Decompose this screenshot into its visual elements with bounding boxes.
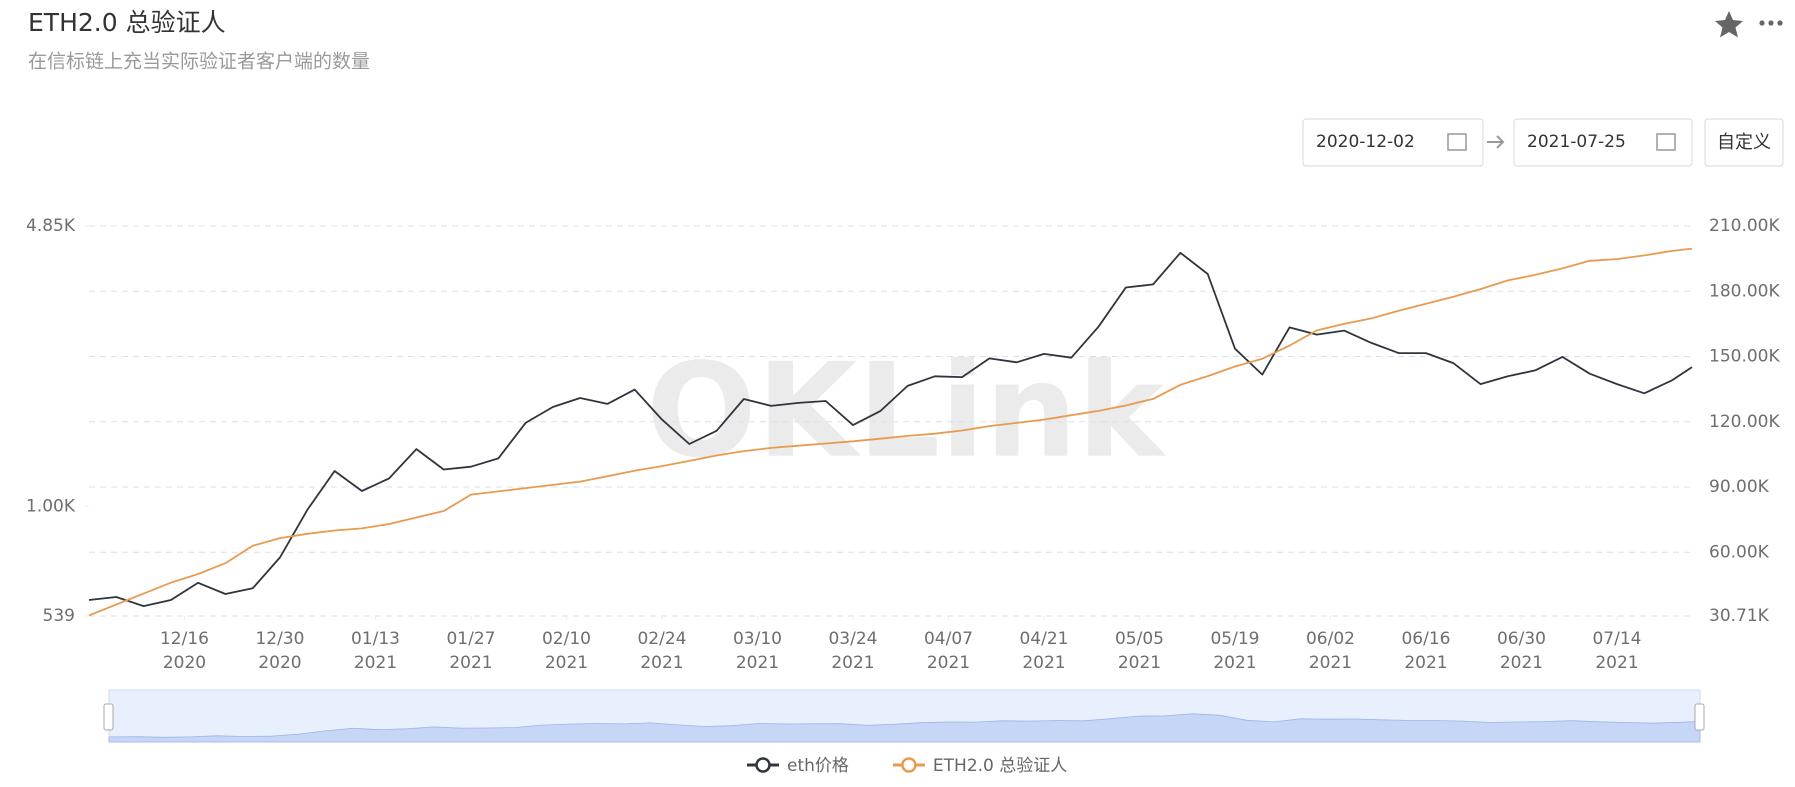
button-box xyxy=(1704,118,1784,167)
zoom-handle[interactable] xyxy=(1694,703,1705,731)
button-label: 自定义 xyxy=(1717,132,1771,153)
x-tick-label-line: 01/13 xyxy=(351,629,400,649)
star xyxy=(1715,11,1743,38)
x-tick-label: 03/24 2021 xyxy=(828,629,877,673)
x-tick-label-line: 2021 xyxy=(1309,653,1352,673)
start-date: 2020-12-02 xyxy=(1316,132,1415,152)
x-tick-label-line: 2021 xyxy=(927,653,970,673)
x-tick-label-line: 2021 xyxy=(1213,653,1256,673)
x-tick-label: 06/30 2021 xyxy=(1497,629,1546,673)
x-tick-label: 12/30 2020 xyxy=(255,629,304,673)
y-tick-label: 1.00K xyxy=(26,496,76,516)
x-tick-label-line: 12/30 xyxy=(255,629,304,649)
x-tick-label-line: 2021 xyxy=(1118,653,1161,673)
x-tick-label-line: 2021 xyxy=(640,653,683,673)
x-tick-label: 01/13 2021 xyxy=(351,629,400,673)
x-tick-label-line: 2021 xyxy=(354,653,397,673)
x-tick-label-line: 2020 xyxy=(163,653,206,673)
series-line xyxy=(88,251,1693,607)
zoom-preview xyxy=(108,713,1701,743)
y-tick-label: 539 xyxy=(43,606,75,626)
x-tick-label: 04/07 2021 xyxy=(924,629,973,673)
x-tick-label: 04/21 2021 xyxy=(1019,629,1068,673)
legend-marker xyxy=(755,757,771,773)
legend-label: ETH2.0 总验证人 xyxy=(933,756,1067,776)
end-date: 2021-07-25 xyxy=(1527,132,1626,152)
x-tick-label-line: 2021 xyxy=(1022,653,1065,673)
x-tick-label: 07/14 2021 xyxy=(1592,629,1641,673)
x-tick-label-line: 06/16 xyxy=(1401,629,1450,649)
calendar-icon xyxy=(1447,133,1467,151)
x-tick-label: 06/02 2021 xyxy=(1306,629,1355,673)
x-tick-label: 12/16 2020 xyxy=(160,629,209,673)
x-tick-label-line: 2021 xyxy=(1595,653,1638,673)
range-arrow xyxy=(1487,135,1505,149)
y2-tick-label: 210.00K xyxy=(1709,216,1780,236)
x-tick-label-line: 05/05 xyxy=(1115,629,1164,649)
y2-tick-label: 180.00K xyxy=(1709,281,1780,301)
x-tick-label-line: 06/02 xyxy=(1306,629,1355,649)
x-tick-label-line: 03/10 xyxy=(733,629,782,649)
x-tick-label-line: 05/19 xyxy=(1210,629,1259,649)
x-tick-label-line: 2021 xyxy=(1404,653,1447,673)
zoom-handle[interactable] xyxy=(103,703,114,731)
x-tick-label-line: 02/10 xyxy=(542,629,591,649)
input-box xyxy=(1513,118,1693,167)
x-tick-label-line: 07/14 xyxy=(1592,629,1641,649)
x-tick-label: 05/19 2021 xyxy=(1210,629,1259,673)
y2-tick-label: 60.00K xyxy=(1709,542,1770,562)
dot xyxy=(1768,20,1774,26)
chart-subtitle: 在信标链上充当实际验证者客户端的数量 xyxy=(28,51,370,73)
plot: 30.71K 60.00K 90.00K 120.00K 150.00K 180.00K 2… xyxy=(26,216,1780,776)
x-tick-label-line: 04/07 xyxy=(924,629,973,649)
x-tick-label-line: 2021 xyxy=(736,653,779,673)
end-date-picker[interactable]: 2021-07-25 xyxy=(1513,118,1693,167)
y2-tick-label: 90.00K xyxy=(1709,477,1770,497)
x-tick-label: 06/16 2021 xyxy=(1401,629,1450,673)
x-tick-label-line: 2020 xyxy=(258,653,301,673)
dot xyxy=(1777,20,1783,26)
y-tick-label: 4.85K xyxy=(26,216,76,236)
x-tick-label-line: 2021 xyxy=(545,653,588,673)
watermark: OKLink xyxy=(646,335,1166,487)
x-tick-label-line: 02/24 xyxy=(637,629,686,649)
calendar-icon xyxy=(1656,133,1676,151)
y2-tick-label: 150.00K xyxy=(1709,347,1780,367)
series-line xyxy=(88,247,1693,617)
x-tick-label-line: 12/16 xyxy=(160,629,209,649)
start-date-picker[interactable]: 2020-12-02 xyxy=(1302,118,1484,167)
x-tick-label-line: 06/30 xyxy=(1497,629,1546,649)
chart-title: ETH2.0 总验证人 xyxy=(28,8,226,37)
x-tick-label: 03/10 2021 xyxy=(733,629,782,673)
input-box xyxy=(1302,118,1484,167)
star-icon[interactable] xyxy=(1715,11,1743,38)
custom-button[interactable]: 自定义 xyxy=(1704,118,1784,167)
legend-marker xyxy=(901,757,917,773)
x-tick-label: 05/05 2021 xyxy=(1115,629,1164,673)
x-tick-label: 01/27 2021 xyxy=(446,629,495,673)
dot xyxy=(1759,20,1765,26)
x-tick-label-line: 03/24 xyxy=(828,629,877,649)
more-icon[interactable] xyxy=(1759,20,1783,26)
y2-tick-label: 120.00K xyxy=(1709,412,1780,432)
y2-tick-label: 30.71K xyxy=(1709,606,1770,626)
x-tick-label-line: 01/27 xyxy=(446,629,495,649)
x-tick-label: 02/10 2021 xyxy=(542,629,591,673)
x-tick-label-line: 2021 xyxy=(449,653,492,673)
x-tick-label-line: 2021 xyxy=(1500,653,1543,673)
x-tick-label-line: 04/21 xyxy=(1019,629,1068,649)
x-tick-label-line: 2021 xyxy=(831,653,874,673)
x-tick-label: 02/24 2021 xyxy=(637,629,686,673)
legend-label: eth价格 xyxy=(787,756,849,776)
